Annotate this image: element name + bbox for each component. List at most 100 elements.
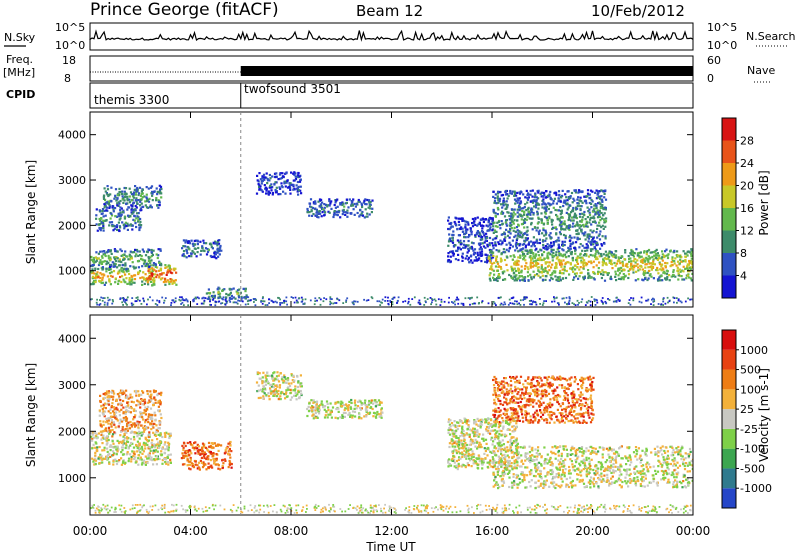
scatter-cell: [553, 197, 556, 200]
ground-scatter-cell: [193, 300, 195, 302]
scatter-cell: [132, 265, 135, 268]
scatter-cell: [133, 416, 136, 419]
ground-scatter-cell: [130, 302, 133, 305]
scatter-cell: [213, 253, 216, 256]
noise-left-tick-top: 10^5: [55, 21, 85, 34]
scatter-cell: [595, 256, 598, 259]
scatter-cell: [155, 431, 158, 434]
scatter-cell: [140, 190, 143, 193]
ground-scatter-cell: [471, 303, 474, 305]
scatter-cell: [578, 224, 581, 227]
scatter-cell: [510, 215, 513, 218]
scatter-cell: [141, 258, 144, 261]
scatter-cell: [575, 241, 578, 244]
scatter-cell: [156, 256, 159, 260]
scatter-cell: [503, 233, 506, 236]
scatter-cell: [323, 214, 326, 217]
scatter-cell: [290, 396, 294, 399]
ground-scatter-cell: [249, 299, 252, 302]
scatter-cell: [561, 223, 564, 226]
scatter-cell: [473, 252, 476, 255]
scatter-cell: [659, 268, 662, 271]
scatter-cell: [578, 237, 581, 240]
scatter-cell: [112, 450, 115, 453]
scatter-cell: [297, 172, 300, 175]
scatter-cell: [137, 463, 140, 466]
scatter-cell: [152, 452, 155, 455]
scatter-cell: [542, 227, 545, 230]
scatter-cell: [459, 227, 462, 231]
scatter-cell: [499, 227, 502, 230]
scatter-cell: [546, 243, 549, 246]
ground-scatter-cell: [240, 299, 243, 302]
scatter-cell: [593, 204, 596, 207]
scatter-cell: [608, 259, 611, 262]
scatter-cell: [615, 262, 619, 265]
scatter-cell: [230, 288, 233, 291]
scatter-cell: [496, 195, 499, 198]
scatter-cell: [113, 227, 116, 230]
scatter-cell: [458, 241, 461, 244]
scatter-cell: [255, 381, 259, 384]
scatter-cell: [634, 279, 637, 282]
ground-scatter-cell: [426, 298, 429, 300]
scatter-cell: [142, 441, 146, 444]
scatter-cell: [139, 451, 142, 454]
scatter-cell: [126, 437, 129, 440]
scatter-cell: [572, 241, 575, 244]
scatter-cell: [141, 452, 144, 455]
scatter-cell: [126, 195, 129, 198]
ground-scatter-cell: [329, 300, 332, 303]
scatter-cell: [213, 294, 216, 298]
scatter-cell: [227, 466, 230, 469]
scatter-cell: [685, 252, 688, 255]
ground-scatter-cell: [507, 303, 510, 306]
scatter-cell: [538, 241, 541, 245]
scatter-cell: [148, 275, 152, 278]
scatter-cell: [526, 201, 529, 204]
scatter-cell: [490, 266, 493, 269]
cpid-mode-2: twofsound 3501: [244, 82, 341, 96]
scatter-cell: [470, 245, 473, 248]
scatter-cell: [473, 248, 477, 251]
ground-scatter-cell: [142, 297, 145, 300]
power-y-axis-label: Slant Range [km]: [24, 160, 38, 264]
ground-scatter-cell: [154, 303, 157, 305]
ground-scatter-cell: [122, 299, 125, 302]
ground-scatter-cell: [329, 298, 332, 300]
ground-scatter-cell: [396, 301, 399, 304]
ground-scatter-cell: [180, 303, 182, 305]
scatter-cell: [688, 262, 691, 265]
scatter-cell: [486, 229, 489, 232]
scatter-cell: [133, 219, 136, 222]
scatter-cell: [620, 255, 623, 258]
scatter-cell: [132, 201, 135, 204]
ground-scatter-cell: [500, 296, 502, 299]
scatter-cell: [671, 264, 674, 267]
scatter-cell: [270, 390, 273, 393]
scatter-cell: [561, 227, 564, 230]
scatter-cell: [686, 254, 689, 257]
scatter-cell: [631, 267, 634, 270]
scatter-cell: [312, 202, 315, 205]
scatter-cell: [583, 261, 586, 264]
ground-scatter-cell: [454, 303, 456, 306]
scatter-cell: [640, 260, 643, 263]
scatter-cell: [316, 211, 319, 214]
scatter-cell: [121, 270, 125, 273]
scatter-cell: [91, 260, 95, 263]
ground-scatter-cell: [295, 299, 298, 302]
scatter-cell: [488, 218, 491, 221]
scatter-cell: [627, 273, 631, 276]
scatter-cell: [284, 392, 287, 396]
scatter-cell: [152, 283, 155, 286]
ground-scatter-cell: [335, 302, 338, 304]
freq-unit-label: [MHz]: [3, 66, 35, 79]
ground-scatter-cell: [111, 299, 114, 301]
scatter-cell: [580, 230, 583, 233]
scatter-cell: [99, 430, 102, 433]
scatter-cell: [606, 254, 609, 257]
scatter-cell: [286, 186, 290, 189]
scatter-cell: [100, 454, 103, 458]
scatter-cell: [262, 173, 266, 176]
